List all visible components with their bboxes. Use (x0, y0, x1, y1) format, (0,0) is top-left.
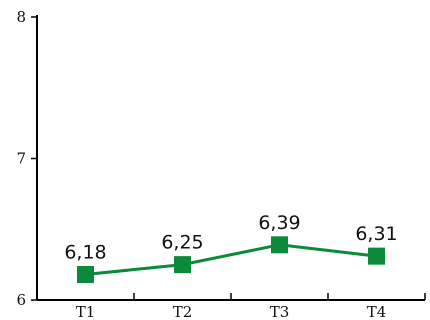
y-ticks: 6 7 8 (16, 8, 37, 309)
data-point (368, 247, 385, 265)
data-label: 6,18 (64, 242, 106, 264)
series-layer: 6,18 6,25 6,39 6,31 (64, 212, 398, 284)
data-label: 6,39 (258, 212, 300, 234)
x-ticks: T1 T2 T3 T4 (76, 293, 426, 320)
x-tick-label: T1 (76, 303, 96, 320)
x-tick-label: T3 (270, 303, 290, 320)
data-label: 6,31 (355, 223, 397, 245)
y-tick-label: 8 (16, 8, 26, 26)
y-tick-label: 7 (16, 150, 26, 168)
series-line (85, 243, 377, 277)
data-point (174, 256, 191, 274)
data-point (77, 266, 94, 284)
data-label: 6,25 (161, 232, 203, 254)
y-tick-label: 6 (16, 291, 26, 309)
x-tick-label: T2 (173, 303, 193, 320)
x-tick-label: T4 (367, 303, 387, 320)
data-point (271, 236, 288, 254)
